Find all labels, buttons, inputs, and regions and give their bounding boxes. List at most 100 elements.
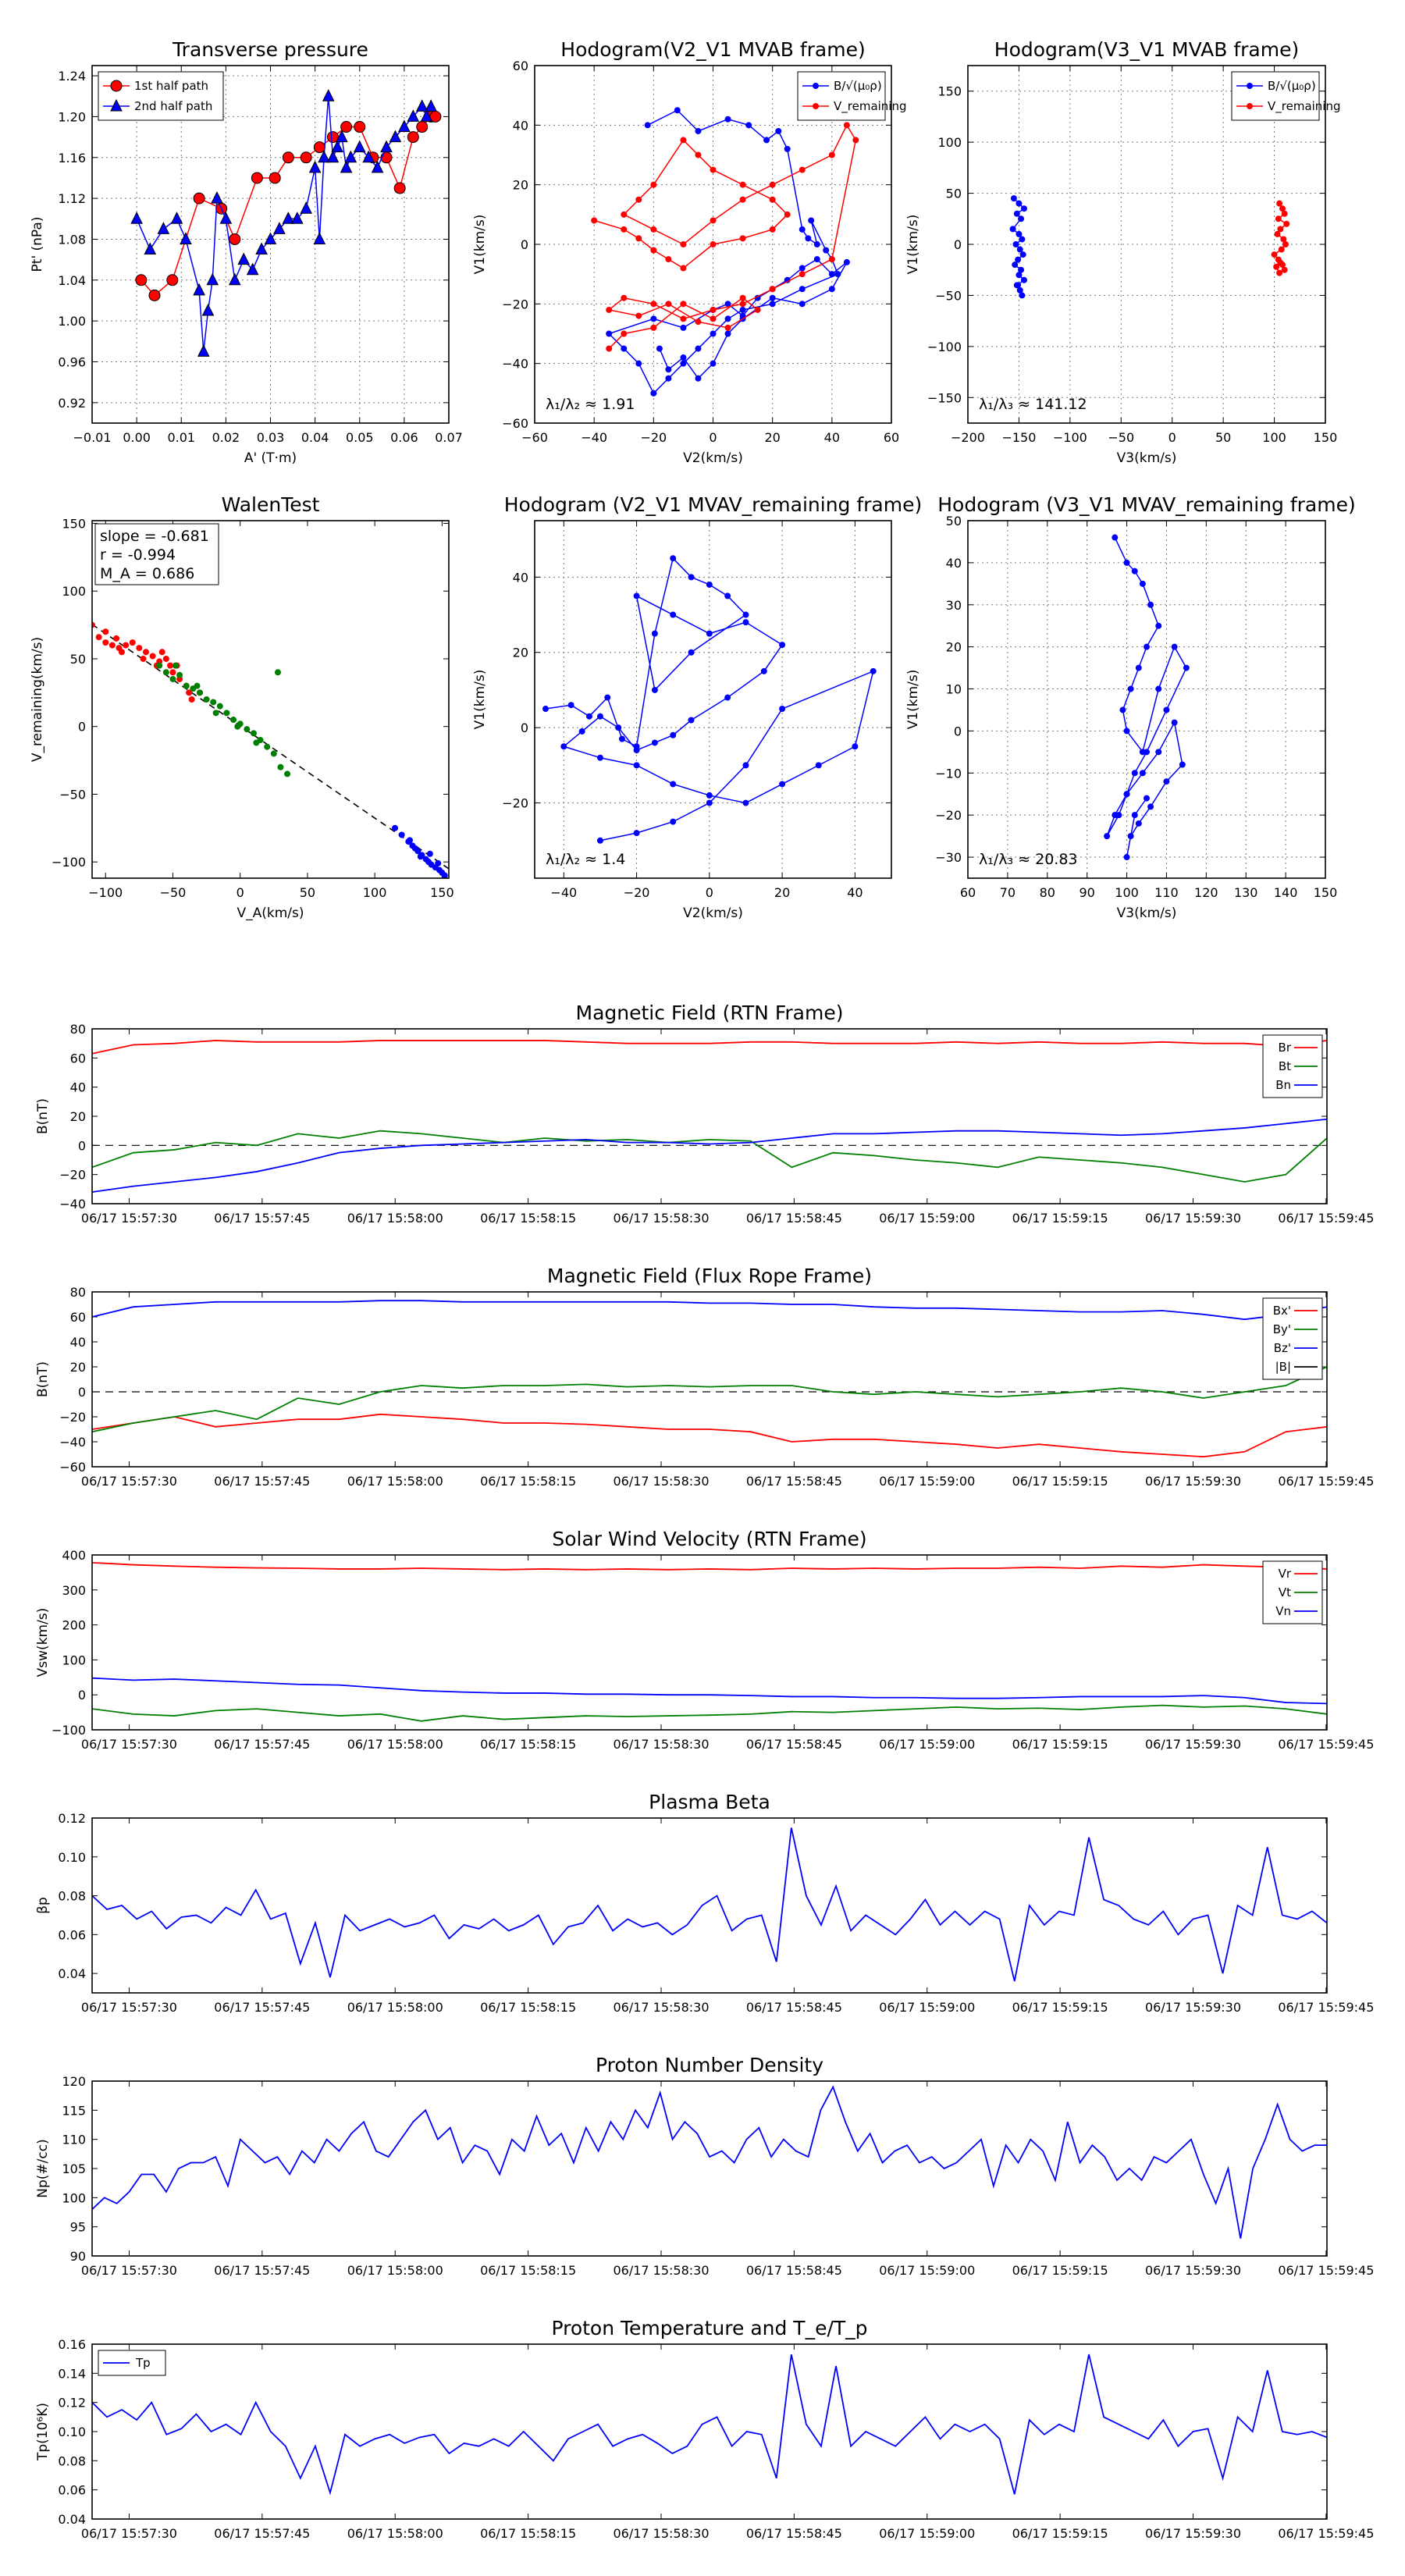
y-tick-label: −100 bbox=[52, 1723, 86, 1738]
y-tick-label: −60 bbox=[502, 416, 528, 431]
data-point bbox=[680, 240, 687, 247]
legend: Tp bbox=[98, 2350, 166, 2376]
data-point bbox=[815, 762, 822, 769]
x-axis-label: V2(km/s) bbox=[683, 450, 743, 466]
chart-panel-2: −200 −150 −100 −50 0 50 100 150 −150 −100 −50 0 50 10… bbox=[905, 38, 1341, 466]
ratio-annotation: λ₁/λ₃ ≈ 141.12 bbox=[979, 396, 1087, 413]
y-tick-label: −100 bbox=[52, 855, 86, 870]
plot-area bbox=[92, 1300, 1327, 1458]
data-point bbox=[739, 196, 746, 203]
data-point bbox=[1144, 749, 1151, 756]
stats-line: r = -0.994 bbox=[100, 546, 176, 564]
chart-panel-9: 06/17 15:57:30 06/17 15:57:45 06/17 15:58:… bbox=[35, 1791, 1374, 2015]
data-point bbox=[203, 696, 210, 703]
data-point bbox=[211, 190, 223, 204]
data-point bbox=[407, 131, 419, 144]
data-point bbox=[799, 166, 806, 173]
data-point bbox=[354, 121, 366, 133]
x-axis-label: V2(km/s) bbox=[683, 906, 743, 921]
series-line bbox=[92, 1040, 1327, 1055]
legend: Bx' By' Bz' |B| bbox=[1262, 1297, 1323, 1380]
x-tick-label: 06/17 15:58:30 bbox=[613, 1211, 709, 1226]
data-point bbox=[852, 743, 859, 750]
data-point bbox=[591, 217, 598, 224]
y-tick-label: 0.04 bbox=[58, 1966, 86, 1981]
data-point bbox=[665, 375, 672, 382]
legend-label: Bz' bbox=[1274, 1341, 1291, 1355]
data-point bbox=[253, 739, 260, 746]
x-tick-label: 06/17 15:59:15 bbox=[1012, 1474, 1108, 1489]
data-point bbox=[621, 345, 628, 352]
x-tick-label: 06/17 15:59:15 bbox=[1012, 2526, 1108, 2541]
x-tick-label: −60 bbox=[521, 430, 548, 445]
data-point bbox=[710, 166, 717, 173]
data-point bbox=[398, 119, 411, 133]
data-point bbox=[651, 739, 658, 746]
y-tick-label: −40 bbox=[502, 357, 528, 372]
y-tick-label: −50 bbox=[59, 787, 86, 802]
data-point bbox=[650, 247, 657, 254]
data-point bbox=[1283, 220, 1290, 227]
series-line bbox=[92, 1561, 1327, 1571]
y-tick-label: 90 bbox=[70, 2249, 86, 2264]
data-point bbox=[852, 137, 859, 144]
data-point bbox=[290, 212, 304, 224]
data-point bbox=[130, 212, 143, 224]
chart-panel-1: −60 −40 −20 0 20 40 60 −60 −40 −20 0 20 40 60 Hodogram… bbox=[472, 38, 907, 466]
x-tick-label: 06/17 15:59:45 bbox=[1278, 1474, 1374, 1489]
ratio-annotation: λ₁/λ₃ ≈ 20.83 bbox=[979, 851, 1078, 868]
data-point bbox=[695, 151, 702, 158]
data-point bbox=[1020, 276, 1027, 283]
y-tick-label: 100 bbox=[62, 2190, 86, 2205]
data-point bbox=[313, 141, 325, 154]
data-point bbox=[417, 853, 424, 860]
y-tick-label: −10 bbox=[935, 766, 962, 781]
data-point bbox=[650, 301, 657, 308]
series-line bbox=[545, 557, 874, 841]
y-tick-label: 0 bbox=[954, 724, 962, 738]
data-point bbox=[273, 222, 286, 234]
axes-frame bbox=[91, 2080, 1328, 2257]
axes-frame bbox=[91, 65, 450, 424]
data-point bbox=[724, 694, 731, 701]
data-point bbox=[1247, 102, 1254, 109]
y-axis-label: V1(km/s) bbox=[905, 215, 921, 275]
data-point bbox=[843, 258, 850, 265]
x-tick-label: 20 bbox=[774, 885, 790, 900]
data-point bbox=[799, 301, 806, 308]
data-point bbox=[680, 137, 687, 144]
data-point bbox=[670, 731, 677, 738]
data-point bbox=[828, 151, 835, 158]
legend-box bbox=[1231, 71, 1320, 121]
data-point bbox=[688, 649, 695, 656]
data-point bbox=[604, 694, 611, 701]
y-tick-label: 0 bbox=[78, 720, 86, 735]
data-point bbox=[775, 127, 782, 134]
data-point bbox=[742, 619, 749, 626]
data-point bbox=[129, 639, 136, 646]
y-tick-label: 1.20 bbox=[58, 109, 86, 124]
series-line bbox=[92, 1300, 1327, 1321]
x-tick-label: 06/17 15:59:30 bbox=[1145, 1474, 1241, 1489]
legend-label: Vt bbox=[1279, 1585, 1291, 1599]
y-axis-label: B(nT) bbox=[35, 1361, 51, 1397]
y-tick-label: −100 bbox=[927, 340, 962, 354]
x-tick-label: −200 bbox=[951, 430, 985, 445]
data-point bbox=[1155, 622, 1162, 629]
x-tick-label: 0.07 bbox=[435, 430, 463, 445]
x-axis-label: V_A(km/s) bbox=[237, 906, 304, 921]
data-point bbox=[244, 726, 251, 733]
legend: Br Bt Bn bbox=[1262, 1034, 1323, 1098]
data-point bbox=[813, 83, 820, 90]
axes-frame bbox=[967, 520, 1326, 879]
data-point bbox=[1123, 791, 1130, 798]
data-point bbox=[234, 723, 241, 730]
data-point bbox=[308, 160, 322, 173]
data-point bbox=[606, 345, 613, 352]
y-tick-label: 40 bbox=[70, 1335, 86, 1350]
x-tick-label: 06/17 15:59:00 bbox=[879, 2526, 975, 2541]
y-axis-label: βp bbox=[35, 1897, 51, 1914]
data-point bbox=[560, 743, 567, 750]
x-tick-label: 06/17 15:57:30 bbox=[81, 2000, 177, 2015]
data-point bbox=[123, 642, 130, 649]
